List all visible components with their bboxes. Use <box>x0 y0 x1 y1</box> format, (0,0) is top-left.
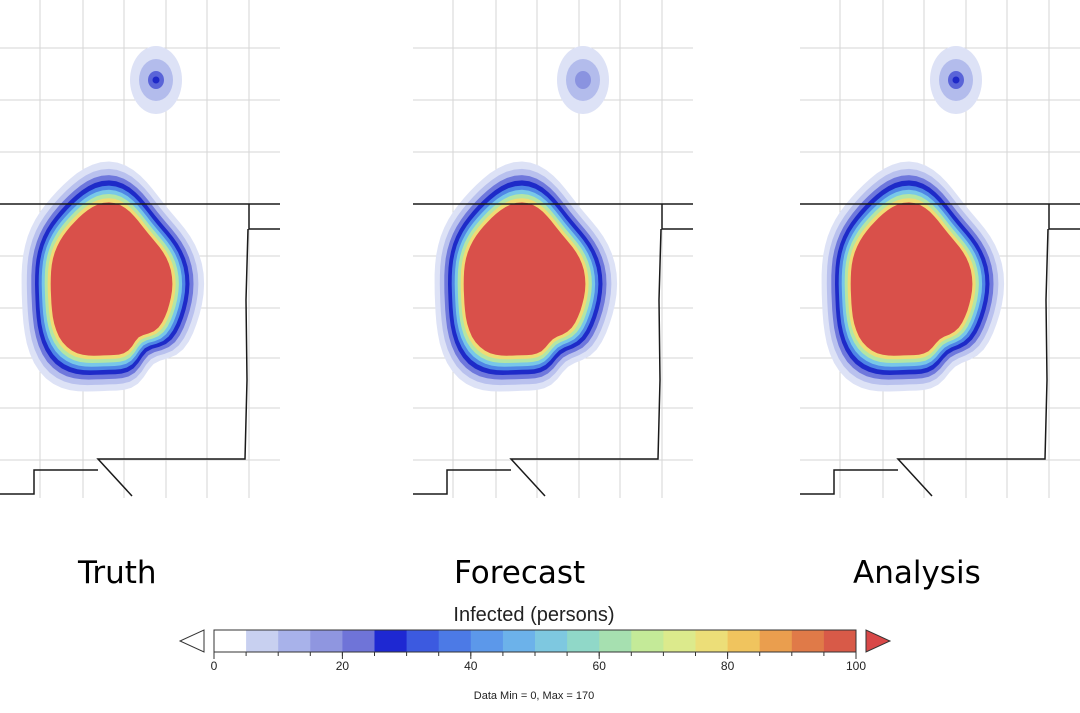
colorbar-tick-label: 80 <box>721 659 735 673</box>
boundary-east-south <box>96 228 249 497</box>
colorbar-segment <box>374 630 407 652</box>
colorbar-segment <box>406 630 440 652</box>
colorbar-segment <box>310 630 343 652</box>
colorbar-segment <box>727 630 761 652</box>
colorbar-segment <box>470 630 504 652</box>
analysis-label: Analysis <box>853 555 981 591</box>
colorbar-segment <box>759 630 793 652</box>
boundary-east-south <box>896 228 1049 497</box>
boundary-southwest <box>413 469 511 495</box>
colorbar-under-triangle <box>178 629 205 653</box>
forecast-label: Forecast <box>454 555 586 591</box>
colorbar-segment <box>342 630 375 652</box>
analysis-map-panel <box>800 0 1080 500</box>
colorbar-tick-label: 60 <box>593 659 607 673</box>
colorbar-segment <box>791 630 825 652</box>
boundary-southwest <box>0 469 98 495</box>
colorbar-tick-label: 20 <box>336 659 350 673</box>
boundary-notch <box>248 204 280 230</box>
colorbar-segment <box>567 630 600 652</box>
truth-label: Truth <box>78 555 157 591</box>
colorbar-segment <box>214 630 247 652</box>
colorbar-segment <box>823 630 857 652</box>
red-core <box>463 202 586 356</box>
colorbar-tick-label: 100 <box>846 659 866 673</box>
forecast-map-panel <box>413 0 693 500</box>
boundary-southwest <box>800 469 898 495</box>
colorbar-segment <box>246 630 279 652</box>
colorbar-segment <box>278 630 311 652</box>
colorbar-over-triangle <box>865 629 892 653</box>
colorbar-segment <box>438 630 472 652</box>
truth-map <box>0 0 280 498</box>
small-blob-core <box>952 76 960 84</box>
colorbar-title: Infected (persons) <box>453 604 615 626</box>
red-core <box>850 202 973 356</box>
colorbar-segment <box>535 630 568 652</box>
colorbar-tick-label: 0 <box>211 659 218 673</box>
small-blob-core <box>152 76 160 84</box>
boundary-notch <box>661 204 693 230</box>
colorbar-segment <box>599 630 632 652</box>
colorbar-segment <box>663 630 696 652</box>
colorbar-segment <box>695 630 728 652</box>
forecast-map <box>413 0 693 498</box>
small-blob-mid <box>575 71 591 89</box>
colorbar-tick-label: 40 <box>464 659 478 673</box>
boundary-east-south <box>509 228 662 497</box>
colorbar-segment <box>502 630 536 652</box>
boundary-notch <box>1048 204 1080 230</box>
colorbar: 0 20 40 60 80 100 <box>178 629 892 673</box>
truth-map-panel <box>0 0 280 500</box>
data-range-text: Data Min = 0, Max = 170 <box>473 690 595 702</box>
red-core <box>50 202 173 356</box>
analysis-map <box>800 0 1080 498</box>
colorbar-segment <box>631 630 664 652</box>
